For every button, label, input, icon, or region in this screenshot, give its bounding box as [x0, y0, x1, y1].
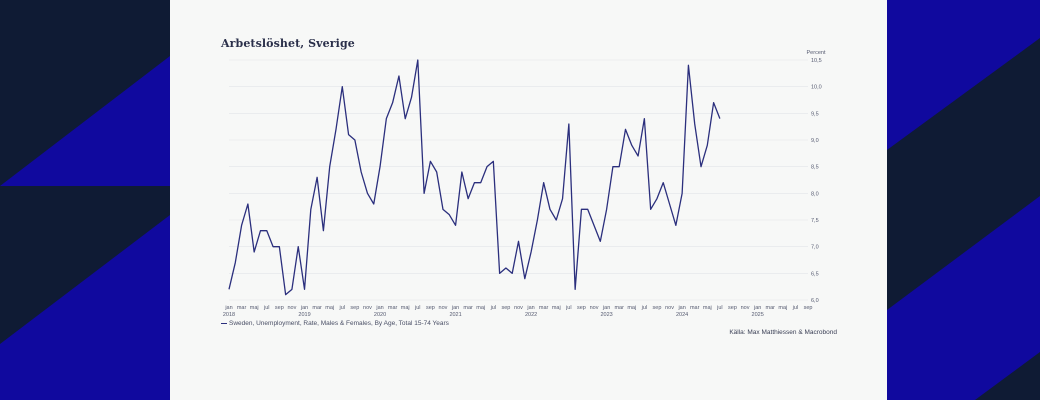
x-tick-label: nov	[439, 305, 448, 311]
x-tick-label: jan	[526, 305, 534, 311]
y-tick-label: 8,5	[811, 165, 819, 171]
legend-swatch	[221, 322, 227, 325]
x-tick-label: maj	[778, 305, 787, 311]
x-tick-label: sep	[577, 305, 586, 311]
x-year-label: 2021	[449, 312, 461, 318]
y-tick-label: 10,0	[811, 85, 822, 91]
x-year-label: 2022	[525, 312, 537, 318]
x-tick-label: jan	[300, 305, 308, 311]
chart-panel: Arbetslöshet, Sverige 6,0 6,5 7,0 7,5 8,0 8,5…	[170, 0, 887, 400]
legend: Sweden, Unemployment, Rate, Males & Fema…	[221, 320, 449, 327]
x-tick-label: jul	[414, 305, 421, 311]
x-tick-label: maj	[250, 305, 259, 311]
x-tick-label: sep	[728, 305, 737, 311]
x-year-label: 2024	[676, 312, 688, 318]
x-year-label: 2023	[600, 312, 612, 318]
x-tick-label: maj	[627, 305, 636, 311]
x-tick-label: sep	[804, 305, 813, 311]
x-tick-label: mar	[614, 305, 624, 311]
x-tick-label: mar	[690, 305, 700, 311]
x-tick-label: jul	[716, 305, 723, 311]
x-tick-label: mar	[765, 305, 775, 311]
left-blue-stripe-bottom	[0, 215, 170, 400]
y-tick-label: 7,5	[811, 218, 819, 224]
y-tick-label: 8,0	[811, 191, 819, 197]
x-tick-label: jan	[677, 305, 685, 311]
x-tick-label: jan	[224, 305, 232, 311]
x-axis-ticks: jan mar maj jul sep nov jan mar maj jul sep nov jan m…	[224, 305, 812, 311]
x-tick-label: jan	[451, 305, 459, 311]
x-year-label: 2018	[223, 312, 235, 318]
chart-title: Arbetslöshet, Sverige	[221, 37, 355, 50]
right-blue-stripe-top	[887, 0, 1040, 150]
x-tick-label: jul	[263, 305, 270, 311]
x-tick-label: jan	[602, 305, 610, 311]
y-axis-ticks: 6,0 6,5 7,0 7,5 8,0 8,5 9,0 9,5 10,0 10,5	[811, 58, 822, 304]
y-tick-label: 6,0	[811, 298, 819, 304]
x-tick-label: nov	[514, 305, 523, 311]
x-tick-label: nov	[590, 305, 599, 311]
x-tick-label: jul	[339, 305, 346, 311]
x-tick-label: jul	[565, 305, 572, 311]
grid-lines	[229, 59, 808, 301]
x-year-label: 2025	[752, 312, 764, 318]
line-chart: 6,06,57,07,58,08,59,09,510,010,5 jan mar m…	[223, 50, 826, 318]
y-tick-label: 9,5	[811, 111, 819, 117]
x-tick-label: maj	[325, 305, 334, 311]
x-tick-label: maj	[552, 305, 561, 311]
x-tick-label: nov	[363, 305, 372, 311]
x-year-label: 2019	[298, 312, 310, 318]
x-year-label: 2020	[374, 312, 386, 318]
x-tick-label: sep	[653, 305, 662, 311]
x-axis-years: 2018 2019 2020 2021 2022 2023 2024 2025	[223, 312, 764, 318]
x-tick-label: maj	[401, 305, 410, 311]
y-tick-label: 10,5	[811, 58, 822, 64]
x-tick-label: sep	[501, 305, 510, 311]
x-tick-label: sep	[350, 305, 359, 311]
x-tick-label: maj	[703, 305, 712, 311]
source-note: Källa: Max Matthiessen & Macrobond	[729, 329, 837, 336]
x-tick-label: nov	[665, 305, 674, 311]
x-tick-label: sep	[275, 305, 284, 311]
x-tick-label: mar	[463, 305, 473, 311]
x-tick-label: jul	[792, 305, 799, 311]
x-tick-label: jan	[753, 305, 761, 311]
x-tick-label: maj	[476, 305, 485, 311]
y-tick-label: 7,0	[811, 245, 819, 251]
x-tick-label: mar	[388, 305, 398, 311]
x-tick-label: mar	[237, 305, 247, 311]
legend-label: Sweden, Unemployment, Rate, Males & Fema…	[229, 320, 449, 327]
x-tick-label: jul	[641, 305, 648, 311]
x-tick-label: nov	[287, 305, 296, 311]
right-blue-stripe-bottom	[887, 196, 1040, 400]
x-tick-label: mar	[539, 305, 549, 311]
y-tick-label: 6,5	[811, 271, 819, 277]
series-line	[228, 59, 721, 296]
x-tick-label: sep	[426, 305, 435, 311]
y-axis-label: Percent	[807, 50, 826, 56]
y-tick-label: 9,0	[811, 138, 819, 144]
x-tick-label: mar	[312, 305, 322, 311]
x-tick-label: jul	[490, 305, 497, 311]
x-tick-label: jan	[375, 305, 383, 311]
x-tick-label: nov	[741, 305, 750, 311]
left-blue-stripe-top	[0, 56, 170, 186]
